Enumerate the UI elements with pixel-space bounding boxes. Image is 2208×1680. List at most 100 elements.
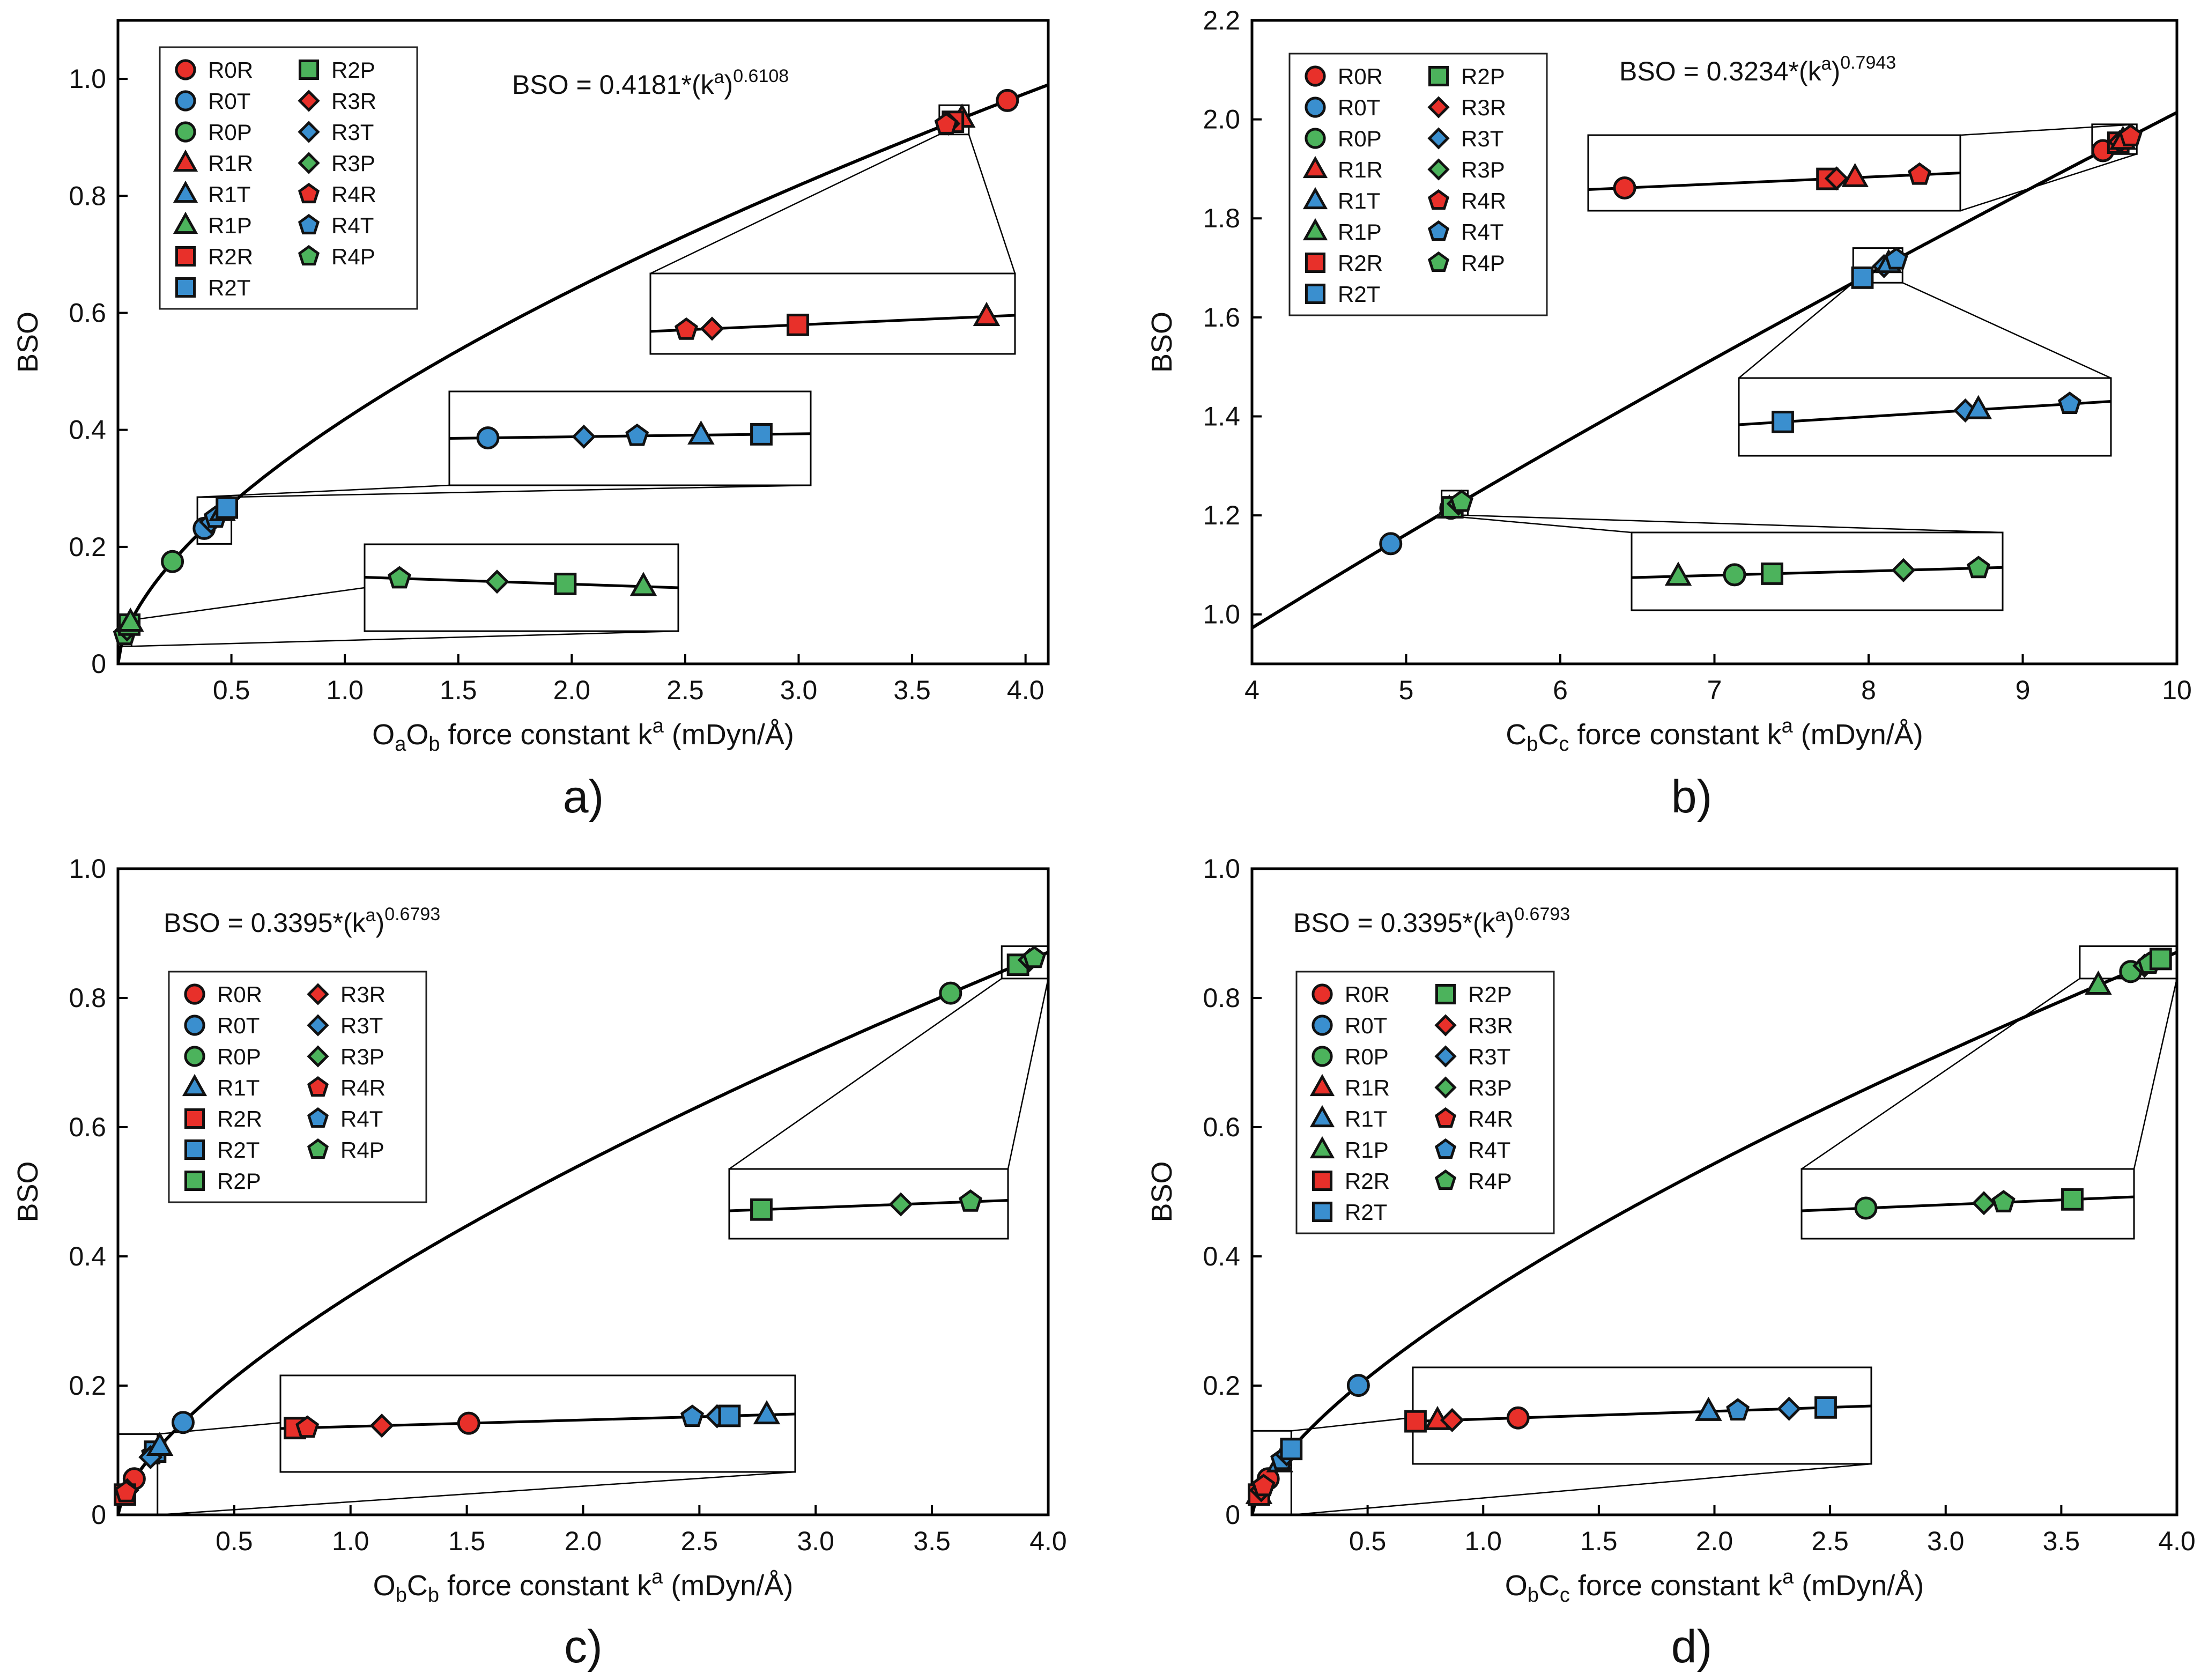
legend-label: R0P	[1338, 126, 1382, 151]
inset-point-R2R	[787, 313, 809, 336]
fit-equation: BSO = 0.3395*(ka)0.6793	[1293, 904, 1570, 938]
point-R1P	[117, 608, 144, 632]
zoom-inset	[649, 272, 1016, 355]
point-R4P	[1023, 945, 1046, 968]
x-tick-label: 1.5	[1580, 1526, 1618, 1556]
legend-label: R4P	[1461, 250, 1505, 276]
legend-label: R3T	[340, 1013, 383, 1038]
legend-label: R3T	[331, 120, 374, 145]
legend-marker-R2T	[1305, 283, 1326, 305]
zoom-connector	[1291, 1463, 1872, 1516]
legend-marker-R3R	[1427, 96, 1450, 119]
inset-fit-line	[1588, 172, 1961, 191]
legend-marker-R0T	[1305, 97, 1326, 118]
zoom-connector	[131, 630, 679, 647]
point-R0P	[161, 550, 184, 573]
inset-point-R4T	[680, 1404, 705, 1427]
inset-point-R0T	[476, 426, 500, 450]
zoom-connector	[1007, 978, 1049, 1170]
legend-marker-R1T	[1309, 1105, 1335, 1128]
x-tick-label: 4.0	[2158, 1526, 2196, 1556]
inset-point-R3P	[485, 569, 509, 594]
y-tick-label: 0.8	[1203, 983, 1240, 1013]
legend-marker-R0R	[1305, 65, 1326, 87]
fit-curve	[118, 83, 1048, 664]
legend-marker-R0R	[175, 59, 196, 80]
legend-label: R0P	[208, 120, 252, 145]
zoom-connector	[1960, 153, 2137, 212]
legend-marker-R4T	[307, 1107, 329, 1128]
x-tick-label: 3.5	[893, 675, 931, 705]
point-R4R	[2118, 124, 2143, 146]
legend-marker-R3P	[298, 152, 320, 174]
inset-point-R3P	[1972, 1191, 1996, 1216]
legend-label: R3R	[340, 982, 386, 1007]
point-R1P	[2085, 970, 2112, 995]
panel-label: a)	[563, 771, 604, 823]
inset-point-R4P	[388, 566, 411, 589]
inset-point-R3R	[1824, 166, 1849, 191]
y-tick-label: 1.2	[1203, 500, 1240, 530]
legend-label: R0P	[217, 1044, 261, 1069]
inset-point-R4P	[959, 1189, 982, 1212]
legend-marker-R2P	[184, 1170, 205, 1191]
legend-marker-R1R	[1302, 156, 1328, 179]
legend-marker-R1P	[173, 211, 198, 234]
legend-marker-R3P	[1427, 158, 1450, 181]
y-tick-label: 0	[91, 649, 106, 679]
y-axis-label: BSO	[12, 1161, 44, 1222]
inset-point-R3R	[369, 1413, 394, 1438]
legend-label: R3T	[1468, 1044, 1510, 1069]
legend-label: R2P	[331, 57, 375, 83]
x-axis-label: CbCc force constant ka (mDyn/Å)	[1506, 715, 1923, 756]
inset-point-R1T	[753, 1400, 781, 1425]
inset-point-R2T	[1814, 1396, 1837, 1419]
zoom-connector	[1960, 123, 2137, 136]
legend	[168, 971, 427, 1203]
legend-label: R2T	[1338, 282, 1380, 307]
inset-point-R3P	[888, 1192, 913, 1217]
y-tick-label: 2.2	[1203, 5, 1240, 35]
y-tick-label: 0.6	[69, 1112, 106, 1142]
legend-label: R4T	[340, 1106, 383, 1131]
zoom-inset	[1587, 134, 1961, 212]
legend-label: R2R	[208, 244, 253, 269]
legend-label: R4R	[1461, 188, 1506, 213]
x-tick-label: 1.0	[326, 675, 364, 705]
legend-marker-R1R	[173, 149, 198, 172]
inset-point-R0R	[1506, 1406, 1530, 1430]
legend-label: R0T	[1338, 95, 1380, 120]
legend-marker-R4P	[298, 245, 320, 266]
legend-label: R0P	[1345, 1044, 1389, 1069]
y-tick-label: 0.6	[69, 298, 106, 328]
zoom-inset	[364, 543, 679, 632]
zoom-connector	[1801, 978, 2080, 1170]
legend-marker-R4P	[307, 1138, 329, 1159]
legend-marker-R1P	[1302, 218, 1328, 241]
x-tick-label: 2.5	[681, 1526, 718, 1556]
inset-point-R2T	[750, 423, 773, 446]
point-R0T	[171, 1411, 195, 1434]
zoom-region	[1251, 1430, 1292, 1516]
inset-point-R4T	[2058, 391, 2081, 414]
zoom-connector	[197, 484, 450, 498]
x-tick-label: 1.0	[1464, 1526, 1502, 1556]
y-tick-label: 1.4	[1203, 401, 1240, 431]
panel-label: c)	[564, 1621, 603, 1672]
legend-marker-R3T	[1434, 1045, 1457, 1068]
zoom-inset	[1412, 1366, 1872, 1465]
x-tick-label: 2.0	[553, 675, 591, 705]
inset-point-R3T	[1777, 1396, 1802, 1421]
point-R4T	[1884, 247, 1908, 270]
zoom-connector	[729, 978, 1002, 1170]
legend-label: R3P	[331, 151, 375, 176]
x-tick-label: 0.5	[213, 675, 250, 705]
legend-label: R1T	[1345, 1106, 1387, 1131]
fit-curve	[1252, 111, 2177, 630]
inset-point-R4P	[1967, 556, 1990, 579]
y-tick-label: 0.6	[1203, 1112, 1240, 1142]
y-tick-label: 0.2	[1203, 1371, 1240, 1401]
legend-marker-R2R	[1312, 1170, 1333, 1191]
y-tick-label: 1.0	[1203, 600, 1240, 630]
legend-label: R1T	[1338, 188, 1380, 213]
